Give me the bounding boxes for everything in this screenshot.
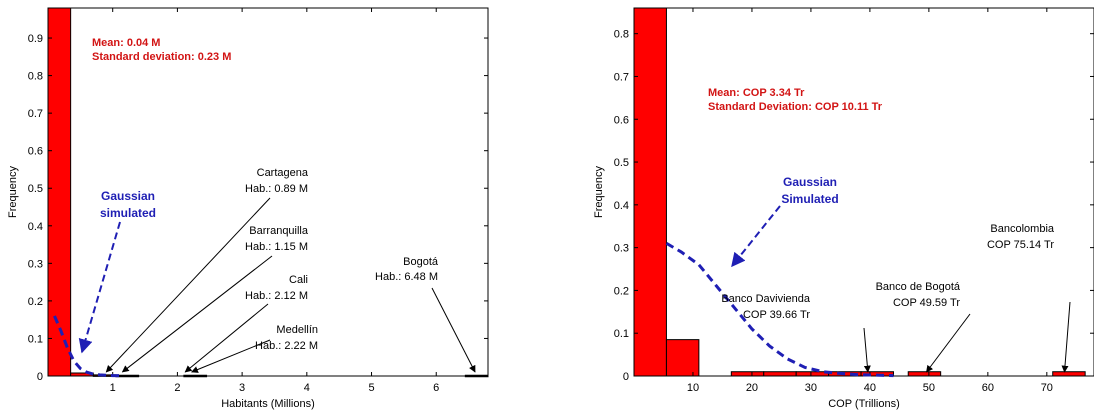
stat-sd: Standard deviation: 0.23 M: [92, 51, 231, 63]
x-tick-label: 4: [304, 382, 310, 394]
annotation-arrow: [863, 327, 871, 373]
gaussian-arrow: [731, 205, 781, 268]
y-tick-label: 0.4: [614, 200, 629, 212]
annotation-line1: Barranquilla: [249, 225, 309, 237]
chart-1: 1 2 3 4 5 6 0 0.1 0.2 0.3 0.4 0.5 0.6 0.7 0.8 0.9 Habita…: [7, 7, 489, 410]
x-tick-label: 10: [687, 382, 699, 394]
bar-9: [1052, 371, 1086, 377]
annotation-line2: Hab.: 6.48 M: [375, 271, 438, 283]
annotation-arrow: [926, 313, 971, 373]
x-tick-label: 3: [239, 382, 245, 394]
bar-2: [665, 339, 700, 377]
annotation-line2: COP 49.59 Tr: [893, 297, 960, 309]
annotation-line1: Medellín: [276, 324, 318, 336]
annotation-arrow: [431, 287, 476, 373]
y-tick-label: 0.8: [28, 71, 43, 83]
annotation-line2: Hab.: 2.22 M: [255, 340, 318, 352]
y-tick-label: 0.3: [28, 258, 43, 270]
y-tick-label: 0.7: [28, 108, 43, 120]
y-tick-label: 0.8: [614, 29, 629, 41]
annotation-line2: COP 75.14 Tr: [987, 239, 1054, 251]
y-tick-label: 0.2: [614, 285, 629, 297]
x-tick-label: 50: [923, 382, 935, 394]
y-tick-label: 0.6: [614, 114, 629, 126]
y-tick-label: 0.2: [28, 296, 43, 308]
y-tick-label: 0.4: [28, 221, 43, 233]
annotation-arrow: [105, 197, 271, 373]
bar-5: [795, 371, 830, 377]
annotation-line1: Bogotá: [403, 256, 439, 268]
annotation-line2: Hab.: 0.89 M: [245, 183, 308, 195]
gaussian-label-line2: simulated: [100, 206, 156, 220]
x-tick-label: 1: [110, 382, 116, 394]
x-tick-label: 6: [433, 382, 439, 394]
annotation-line1: Banco Davivienda: [721, 293, 811, 305]
bar-8: [907, 371, 942, 377]
y-tick-label: 0.7: [614, 71, 629, 83]
y-tick-label: 0.5: [28, 183, 43, 195]
annotation-line1: Banco de Bogotá: [876, 281, 961, 293]
y-axis-label: Frequency: [593, 166, 605, 218]
annotation-line1: Bancolombia: [990, 223, 1054, 235]
annotation-line2: Hab.: 1.15 M: [245, 241, 308, 253]
bar-4: [763, 371, 797, 377]
x-tick-label: 70: [1041, 382, 1053, 394]
annotation-arrow: [121, 255, 273, 373]
y-tick-label: 0.1: [614, 328, 629, 340]
x-tick-label: 60: [982, 382, 994, 394]
bar-1: [47, 7, 72, 377]
x-tick-label: 2: [174, 382, 180, 394]
bar-3: [730, 371, 765, 377]
y-tick-label: 0.3: [614, 243, 629, 255]
y-tick-label: 0: [37, 371, 43, 383]
x-tick-label: 40: [864, 382, 876, 394]
gaussian-curve: [53, 315, 120, 378]
x-tick-label: 30: [805, 382, 817, 394]
stat-mean: Mean: COP 3.34 Tr: [708, 87, 805, 99]
plot-frame: [47, 7, 489, 377]
annotation-arrow: [1061, 301, 1071, 373]
x-axis-label: Habitants (Millions): [221, 398, 315, 410]
annotation-line1: Cartagena: [257, 167, 309, 179]
y-tick-label: 0.5: [614, 157, 629, 169]
x-tick-label: 20: [746, 382, 758, 394]
annotation-arrow: [190, 339, 271, 373]
gaussian-arrow: [78, 221, 121, 354]
x-axis-label: COP (Trillions): [828, 398, 900, 410]
gaussian-label-line2: Simulated: [781, 192, 838, 206]
y-tick-label: 0.6: [28, 146, 43, 158]
stat-mean: Mean: 0.04 M: [92, 37, 160, 49]
gaussian-label-line1: Gaussian: [101, 189, 155, 203]
y-tick-label: 0.9: [28, 33, 43, 45]
y-tick-label: 0.1: [28, 333, 43, 345]
y-axis-label: Frequency: [7, 166, 19, 218]
annotation-line1: Cali: [289, 274, 308, 286]
chart-2: 10 20 30 40 50 60 70 0 0.1 0.2 0.3 0.4 0.5 0.6 0.7 0.8 C…: [593, 7, 1094, 410]
annotation-line2: Hab.: 2.12 M: [245, 290, 308, 302]
gaussian-label-line1: Gaussian: [783, 175, 837, 189]
annotation-line2: COP 39.66 Tr: [743, 309, 810, 321]
bar-1: [633, 7, 667, 377]
annotation-arrow: [184, 303, 269, 373]
plot-frame: [633, 7, 1094, 377]
y-tick-label: 0: [623, 371, 629, 383]
stat-sd: Standard Deviation: COP 10.11 Tr: [708, 101, 883, 113]
x-tick-label: 5: [368, 382, 374, 394]
gaussian-curve: [665, 242, 894, 378]
